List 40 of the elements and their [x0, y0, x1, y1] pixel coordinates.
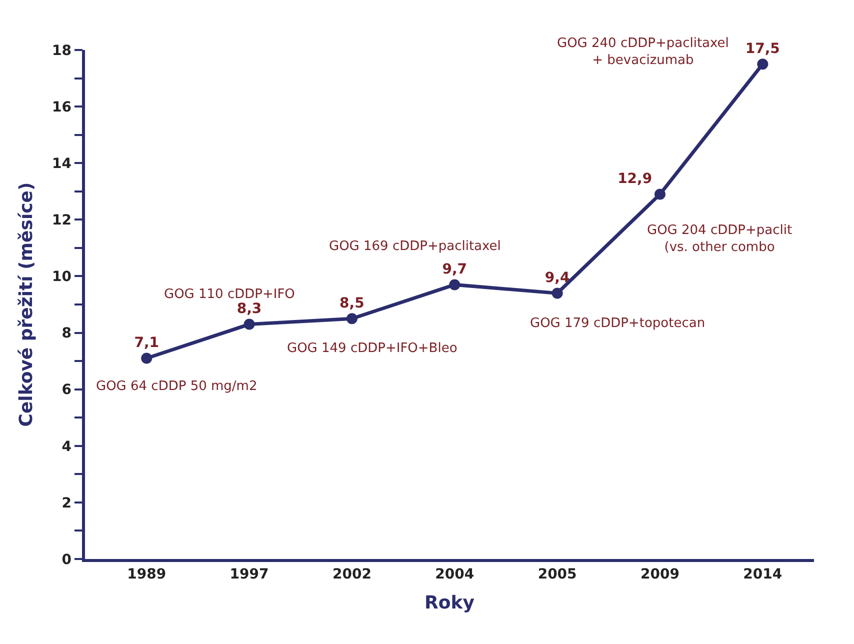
- annotation: GOG 169 cDDP+paclitaxel: [329, 239, 501, 254]
- x-tick-label: 2005: [538, 566, 577, 583]
- annotation: GOG 204 cDDP+paclit (vs. other combo: [647, 223, 792, 255]
- annotation: GOG 240 cDDP+paclitaxel + bevacizumab: [557, 36, 729, 68]
- y-tick-label: 6: [62, 382, 72, 398]
- data-label: 9,7: [442, 261, 468, 278]
- y-tick-label: 14: [52, 156, 72, 172]
- y-tick-label: 2: [62, 495, 72, 512]
- point: [141, 352, 152, 364]
- y-tick-label: 12: [52, 212, 72, 229]
- x-axis-title: Roky: [424, 592, 475, 614]
- annotation: GOG 110 cDDP+IFO: [164, 287, 295, 302]
- y-tick-label: 10: [52, 269, 72, 286]
- x-tick-label: 2014: [743, 566, 782, 583]
- x-tick-label: 2002: [332, 566, 372, 583]
- data-label: 12,9: [618, 170, 652, 187]
- y-tick-label: 18: [52, 42, 72, 59]
- point: [757, 58, 768, 70]
- point: [654, 188, 666, 200]
- y-tick-label: 4: [62, 438, 72, 455]
- point: [346, 313, 358, 324]
- data-label: 17,5: [745, 40, 780, 57]
- data-label: 8,3: [236, 300, 262, 317]
- point: [449, 279, 460, 290]
- y-tick-label: 0: [62, 552, 72, 568]
- x-tick-label: 1997: [230, 566, 269, 583]
- x-tick-label: 2009: [640, 566, 680, 583]
- data-label: 9,4: [544, 270, 570, 286]
- x-tick-label: 2004: [435, 566, 474, 583]
- y-tick-label: 8: [62, 326, 72, 342]
- y-tick-label: 16: [52, 99, 72, 116]
- annotation: GOG 179 cDDP+topotecan: [530, 316, 706, 331]
- data-label: 7,1: [134, 334, 160, 351]
- x-tick-label: 1989: [127, 566, 166, 583]
- annotation: GOG 64 cDDP 50 mg/m2: [96, 379, 258, 394]
- point: [552, 288, 563, 299]
- annotation: GOG 149 cDDP+IFO+Bleo: [287, 341, 458, 356]
- point: [244, 318, 255, 330]
- data-label: 8,5: [340, 295, 364, 312]
- y-axis-title: Celkové přežití (měsíce): [16, 182, 38, 427]
